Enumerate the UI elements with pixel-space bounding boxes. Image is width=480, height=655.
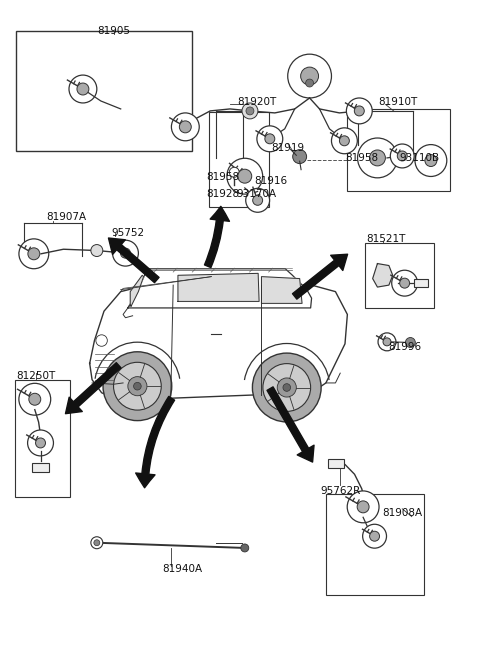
- Text: 95752: 95752: [111, 228, 144, 238]
- FancyArrowPatch shape: [108, 238, 159, 283]
- Bar: [32, 463, 49, 472]
- Circle shape: [400, 278, 409, 288]
- Text: 81521T: 81521T: [366, 234, 405, 244]
- Circle shape: [28, 248, 40, 260]
- FancyArrowPatch shape: [65, 363, 121, 414]
- Circle shape: [293, 149, 307, 164]
- Circle shape: [347, 491, 379, 523]
- Text: 81910T: 81910T: [378, 98, 417, 107]
- Circle shape: [171, 113, 199, 141]
- Circle shape: [357, 501, 369, 513]
- Circle shape: [265, 134, 275, 144]
- Text: 81940A: 81940A: [163, 564, 203, 574]
- Text: 93170A: 93170A: [237, 189, 277, 199]
- Text: 93110B: 93110B: [399, 153, 439, 163]
- Circle shape: [358, 138, 397, 178]
- Circle shape: [252, 353, 321, 422]
- Polygon shape: [130, 275, 144, 306]
- Text: 81920T: 81920T: [237, 98, 276, 107]
- Circle shape: [241, 544, 249, 552]
- Circle shape: [406, 337, 415, 348]
- Text: 81250T: 81250T: [16, 371, 55, 381]
- Text: 95762R: 95762R: [320, 485, 360, 496]
- Circle shape: [103, 352, 172, 421]
- Bar: [348, 109, 450, 191]
- Text: 81905: 81905: [97, 26, 130, 36]
- Circle shape: [133, 383, 141, 390]
- Circle shape: [383, 338, 391, 346]
- Bar: [326, 494, 424, 595]
- Circle shape: [246, 189, 270, 212]
- Circle shape: [246, 107, 254, 115]
- Text: 81958: 81958: [207, 172, 240, 183]
- Circle shape: [347, 98, 372, 124]
- Circle shape: [19, 383, 51, 415]
- Circle shape: [120, 248, 131, 258]
- Bar: [15, 380, 70, 497]
- FancyArrowPatch shape: [204, 206, 229, 268]
- Bar: [328, 458, 344, 468]
- Circle shape: [283, 384, 290, 391]
- Circle shape: [252, 195, 263, 205]
- Circle shape: [392, 271, 418, 296]
- FancyArrowPatch shape: [136, 396, 175, 488]
- Bar: [16, 31, 192, 151]
- Circle shape: [263, 364, 311, 411]
- Circle shape: [229, 167, 239, 178]
- Circle shape: [397, 151, 407, 161]
- Circle shape: [277, 378, 296, 397]
- Circle shape: [354, 106, 364, 116]
- Circle shape: [27, 430, 53, 456]
- Circle shape: [29, 393, 41, 405]
- FancyArrowPatch shape: [292, 254, 348, 299]
- Circle shape: [112, 240, 138, 266]
- Circle shape: [300, 67, 319, 85]
- Circle shape: [390, 144, 414, 168]
- Text: 81908A: 81908A: [382, 508, 422, 518]
- Polygon shape: [128, 269, 312, 308]
- Text: 81919: 81919: [271, 143, 304, 153]
- Circle shape: [180, 121, 192, 133]
- Circle shape: [415, 145, 447, 176]
- Circle shape: [339, 136, 349, 146]
- Circle shape: [238, 169, 252, 183]
- Circle shape: [77, 83, 89, 95]
- Circle shape: [370, 531, 380, 541]
- Circle shape: [363, 524, 386, 548]
- Circle shape: [128, 377, 147, 396]
- Circle shape: [69, 75, 97, 103]
- Text: 81958: 81958: [345, 153, 378, 163]
- Circle shape: [91, 244, 103, 257]
- Text: 81996: 81996: [388, 342, 421, 352]
- Circle shape: [425, 155, 437, 166]
- Circle shape: [257, 126, 283, 152]
- Circle shape: [94, 540, 100, 546]
- Circle shape: [378, 333, 396, 351]
- Circle shape: [114, 362, 161, 410]
- Circle shape: [227, 159, 263, 194]
- Polygon shape: [178, 273, 259, 301]
- FancyArrowPatch shape: [267, 387, 314, 462]
- Polygon shape: [90, 285, 348, 400]
- Polygon shape: [372, 263, 393, 287]
- Bar: [365, 243, 434, 308]
- Circle shape: [91, 536, 103, 549]
- Text: 81907A: 81907A: [46, 212, 86, 221]
- Circle shape: [370, 150, 385, 166]
- Text: 81916: 81916: [254, 176, 288, 186]
- Bar: [209, 112, 269, 207]
- Bar: [414, 279, 428, 287]
- Circle shape: [242, 103, 258, 119]
- Circle shape: [36, 438, 46, 448]
- Circle shape: [306, 79, 313, 87]
- Circle shape: [288, 54, 332, 98]
- Circle shape: [332, 128, 357, 154]
- Text: 81928: 81928: [207, 189, 240, 199]
- Circle shape: [19, 239, 49, 269]
- Polygon shape: [262, 276, 302, 303]
